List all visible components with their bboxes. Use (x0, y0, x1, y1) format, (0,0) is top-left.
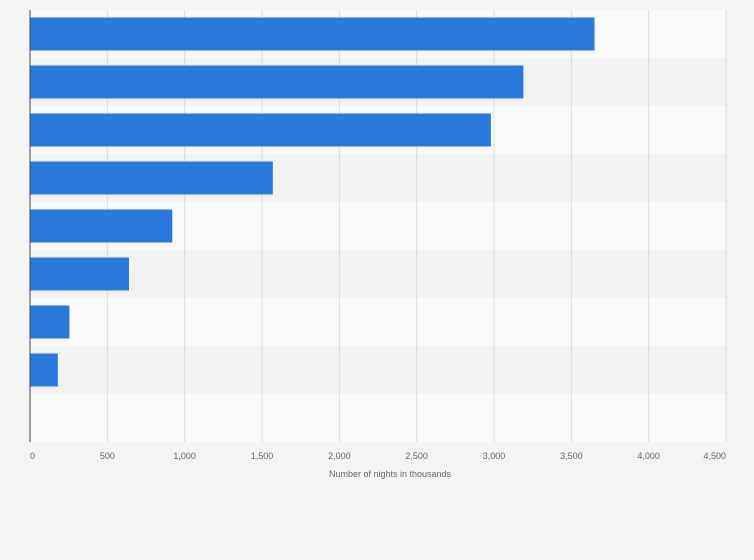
x-tick-label: 4,000 (637, 451, 660, 461)
bars (30, 17, 595, 387)
x-tick-label: 2,000 (328, 451, 351, 461)
x-tick-label: 2,500 (405, 451, 428, 461)
x-tick-label: 500 (100, 451, 115, 461)
bar (30, 65, 524, 99)
bar (30, 113, 491, 147)
x-tick-label: 0 (30, 451, 35, 461)
bar (30, 257, 129, 291)
row-band (30, 250, 726, 298)
x-axis-ticks: 0 500 1,000 1,500 2,000 2,500 3,000 3,500 4,000 4… (30, 451, 726, 461)
row-band (30, 394, 726, 442)
bar (30, 353, 58, 387)
x-axis-title: Number of nights in thousands (329, 469, 452, 479)
bar (30, 17, 595, 51)
bar (30, 161, 273, 195)
row-band (30, 346, 726, 394)
x-tick-label: 1,500 (251, 451, 274, 461)
x-tick-label: 3,000 (483, 451, 506, 461)
x-tick-label: 4,500 (703, 451, 726, 461)
bar (30, 305, 70, 339)
x-tick-label: 3,500 (560, 451, 583, 461)
row-band (30, 298, 726, 346)
x-tick-label: 1,000 (173, 451, 196, 461)
bar (30, 209, 173, 243)
